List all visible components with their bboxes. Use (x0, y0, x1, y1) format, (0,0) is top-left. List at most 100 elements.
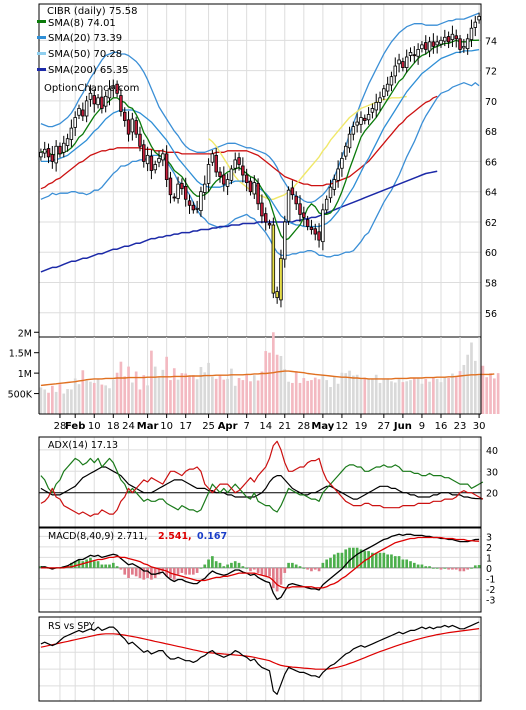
volume-bar-88 (374, 374, 378, 414)
macd-hist-bar-21 (119, 567, 123, 570)
candle-body-94 (397, 59, 401, 65)
macd-hist-bar-25 (134, 567, 138, 577)
price-tick-60: 60 (485, 248, 497, 259)
macd-hist-bar-72 (313, 567, 317, 570)
macd-hist-bar-97 (409, 561, 412, 568)
candle-body-83 (355, 121, 359, 126)
date-tick-7: 17 (179, 421, 192, 432)
macd-plot-background (39, 528, 481, 612)
candle-body-111 (462, 45, 466, 49)
candle-body-40 (191, 204, 196, 211)
volume-bar-115 (477, 375, 481, 414)
sma20-line (40, 48, 480, 228)
macd-hist-bar-42 (199, 567, 203, 569)
macd-hist-bar-59 (264, 567, 268, 577)
volume-panel: 500K 1M 1.5M 2M (8, 328, 500, 415)
watermark: OptionChance.com (44, 83, 139, 94)
candle-body-79 (340, 157, 344, 169)
macd-hist-bar-18 (108, 564, 111, 568)
macd-hist-bar-111 (462, 567, 466, 572)
candle-body-57 (256, 182, 260, 205)
volume-bar-87 (371, 378, 374, 414)
candle-body-108 (450, 33, 455, 40)
macd-hist-bar-78 (336, 552, 340, 568)
macd-hist-bar-57 (256, 567, 260, 573)
volume-tick-3: 2M (18, 328, 32, 339)
candle-body-85 (363, 117, 367, 121)
volume-bar-48 (222, 379, 226, 414)
rs-title: RS vs SPY (48, 621, 95, 632)
volume-bar-63 (279, 355, 283, 414)
volume-bar-58 (260, 371, 264, 414)
volume-bar-69 (302, 378, 306, 414)
adx-tick-40: 40 (486, 446, 498, 457)
macd-hist-bar-19 (111, 562, 115, 568)
date-tick-14: May (311, 421, 334, 432)
price-title: CIBR (daily) 75.58 (47, 6, 137, 17)
macd-signal-label: 2.541, (158, 531, 192, 542)
macd-hist-bar-58 (260, 567, 264, 575)
candle-body-56 (252, 182, 257, 195)
candle-body-37 (180, 182, 184, 190)
candle-body-107 (446, 36, 451, 43)
macd-hist-bar-68 (298, 566, 302, 568)
volume-bar-46 (214, 378, 218, 414)
candle-body-6 (62, 142, 66, 153)
volume-bar-113 (470, 342, 473, 414)
candle-body-41 (195, 207, 199, 210)
legend-sma50: SMA(50) 70.28 (48, 49, 122, 60)
sma200-line (40, 170, 438, 273)
macd-hist-bar-17 (104, 564, 108, 568)
macd-hist-bar-24 (131, 567, 134, 575)
macd-hist-bar-41 (195, 567, 199, 573)
date-tick-6: 10 (160, 421, 173, 432)
volume-bar-19 (111, 379, 115, 414)
macd-hist-bar-50 (230, 562, 233, 568)
macd-tick-3: 0 (486, 564, 492, 575)
volume-bar-109 (454, 376, 458, 414)
macd-hist-bar-23 (127, 567, 130, 578)
macd-hist-bar-94 (397, 556, 401, 568)
candle-body-38 (183, 185, 188, 200)
candle-body-52 (237, 157, 241, 165)
candle-body-39 (187, 200, 192, 206)
candle-body-17 (103, 95, 108, 107)
volume-bar-72 (313, 377, 317, 414)
candle-body-99 (416, 49, 420, 57)
candle-body-42 (199, 191, 203, 212)
candle-body-92 (389, 76, 394, 86)
macd-hist-bar-104 (435, 567, 439, 569)
adx-line-1 (40, 457, 484, 513)
candle-body-50 (229, 168, 234, 181)
volume-bar-97 (409, 380, 412, 414)
macd-hist-bar-77 (332, 554, 336, 568)
candle-body-75 (324, 198, 329, 211)
candle-body-65 (286, 189, 291, 222)
macd-hist-bar-63 (279, 567, 283, 585)
volume-bar-35 (172, 368, 176, 414)
candle-body-14 (92, 95, 96, 105)
volume-bar-7 (66, 389, 69, 414)
candle-body-16 (100, 96, 104, 109)
macd-hist-bar-65 (287, 562, 290, 568)
candle-body-24 (130, 118, 135, 133)
volume-bar-38 (184, 373, 188, 414)
macd-hist-bar-27 (142, 567, 146, 580)
volume-bar-56 (252, 375, 256, 414)
macd-hist-bar-20 (115, 566, 119, 568)
macd-hist-bar-28 (146, 567, 149, 578)
volume-bar-16 (100, 384, 104, 414)
macd-hist-bar-102 (428, 566, 431, 568)
macd-hist-label: 0.167 (197, 531, 227, 542)
volume-bar-90 (382, 379, 386, 414)
volume-bar-54 (245, 374, 248, 414)
volume-bar-59 (264, 351, 268, 414)
macd-hist-bar-38 (184, 567, 188, 575)
candle-body-64 (283, 221, 287, 260)
candle-body-105 (439, 39, 443, 45)
candle-body-26 (138, 133, 142, 147)
macd-hist-bar-83 (355, 547, 359, 568)
macd-hist-bar-15 (96, 561, 100, 568)
volume-bar-31 (157, 377, 161, 414)
